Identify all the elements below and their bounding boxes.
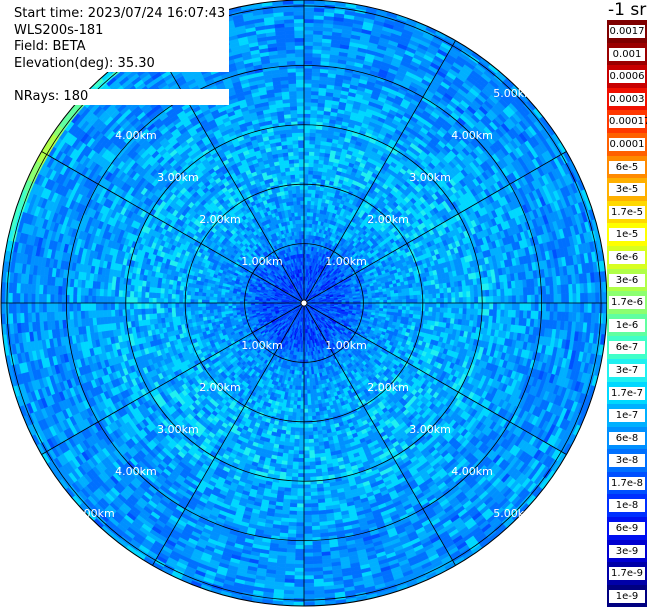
instrument-name: WLS200s-181 (12, 23, 105, 40)
colorbar-swatch: 3e-7 (607, 359, 647, 382)
colorbar-tick-label: 3e-6 (609, 274, 645, 287)
range-ring-label: 2.00km (367, 213, 409, 226)
range-ring-label: 4.00km (451, 129, 493, 142)
colorbar-swatch: 0.0001 (607, 133, 647, 156)
colorbar-tick-label: 3e-8 (609, 454, 645, 467)
colorbar-swatch: 6e-9 (607, 517, 647, 540)
colorbar-swatch: 1e-7 (607, 404, 647, 427)
colorbar-swatch: 0.001 (607, 43, 647, 66)
colorbar-swatch: 6e-7 (607, 336, 647, 359)
colorbar-tick-label: 6e-7 (609, 341, 645, 354)
colorbar-swatch: 1.7e-5 (607, 201, 647, 224)
colorbar-tick-label: 1e-8 (609, 499, 645, 512)
range-ring-label: 2.00km (199, 213, 241, 226)
nrays: NRays: 180 (12, 89, 90, 106)
colorbar-swatch: 3e-8 (607, 449, 647, 472)
colorbar-tick-label: 3e-5 (609, 183, 645, 196)
colorbar-tick-label: 1e-9 (609, 590, 645, 603)
elevation: Elevation(deg): 35.30 (12, 56, 157, 73)
colorbar-swatch: 6e-6 (607, 246, 647, 269)
colorbar-tick-label: 1.7e-9 (609, 567, 645, 580)
colorbar-swatch: 1.7e-7 (607, 382, 647, 405)
colorbar-tick-label: 3e-9 (609, 545, 645, 558)
field-name: Field: BETA (12, 39, 87, 56)
range-ring-label: 1.00km (325, 339, 367, 352)
colorbar-tick-label: 6e-8 (609, 432, 645, 445)
colorbar-tick-label: 1.7e-6 (609, 296, 645, 309)
range-ring-label: 5.00km (493, 87, 535, 100)
range-ring-label: 3.00km (409, 423, 451, 436)
colorbar-tick-label: 3e-7 (609, 364, 645, 377)
colorbar-swatch: 0.0003 (607, 88, 647, 111)
range-ring-label: 3.00km (409, 171, 451, 184)
range-ring-label: 3.00km (157, 423, 199, 436)
colorbar-swatch: 3e-5 (607, 178, 647, 201)
lidar-location-marker (301, 300, 307, 306)
colorbar-unit: -1 sr (608, 0, 646, 20)
range-ring-label: 5.00km (493, 507, 535, 520)
colorbar-tick-label: 0.0006 (609, 70, 645, 83)
colorbar-tick-label: 6e-5 (609, 161, 645, 174)
range-ring-label: 1.00km (241, 255, 283, 268)
range-ring-label: 1.00km (241, 339, 283, 352)
colorbar-swatch: 3e-6 (607, 269, 647, 292)
range-ring-label: 2.00km (367, 381, 409, 394)
colorbar-tick-label: 0.001 (609, 48, 645, 61)
colorbar-swatch: 6e-8 (607, 427, 647, 450)
colorbar-tick-label: 6e-9 (609, 522, 645, 535)
colorbar-tick-label: 1.7e-8 (609, 477, 645, 490)
colorbar-swatch: 0.00017 (607, 110, 647, 133)
range-ring-label: 4.00km (115, 129, 157, 142)
colorbar-swatch: 1e-5 (607, 223, 647, 246)
range-ring-label: 1.00km (325, 255, 367, 268)
colorbar-tick-label: 0.00017 (609, 115, 645, 128)
range-ring-label: 2.00km (199, 381, 241, 394)
colorbar-swatch: 1e-8 (607, 494, 647, 517)
range-ring-label: 5.00km (73, 507, 115, 520)
colorbar-swatch: 1e-9 (607, 585, 647, 608)
colorbar: 0.0017 0.001 0.0006 0.0003 0.00017 0.0001 6e-5… (607, 20, 647, 607)
colorbar-swatch: 1e-6 (607, 314, 647, 337)
colorbar-swatch: 1.7e-8 (607, 472, 647, 495)
start-time: Start time: 2023/07/24 16:07:43 (12, 6, 227, 23)
colorbar-tick-label: 1.7e-5 (609, 206, 645, 219)
colorbar-tick-label: 6e-6 (609, 251, 645, 264)
colorbar-tick-label: 1e-6 (609, 319, 645, 332)
colorbar-swatch: 1.7e-9 (607, 562, 647, 585)
colorbar-swatch: 6e-5 (607, 156, 647, 179)
colorbar-swatch: 0.0017 (607, 20, 647, 43)
colorbar-swatch: 1.7e-6 (607, 291, 647, 314)
scan-info: Start time: 2023/07/24 16:07:43 WLS200s-… (10, 6, 229, 105)
range-ring-label: 4.00km (115, 465, 157, 478)
colorbar-tick-label: 1.7e-7 (609, 387, 645, 400)
range-ring-label: 4.00km (451, 465, 493, 478)
colorbar-swatch: 3e-9 (607, 540, 647, 563)
colorbar-tick-label: 0.0001 (609, 138, 645, 151)
colorbar-tick-label: 1e-7 (609, 409, 645, 422)
colorbar-tick-label: 1e-5 (609, 228, 645, 241)
colorbar-tick-label: 0.0017 (609, 25, 645, 38)
range-ring-label: 3.00km (157, 171, 199, 184)
colorbar-swatch: 0.0006 (607, 65, 647, 88)
colorbar-tick-label: 0.0003 (609, 93, 645, 106)
